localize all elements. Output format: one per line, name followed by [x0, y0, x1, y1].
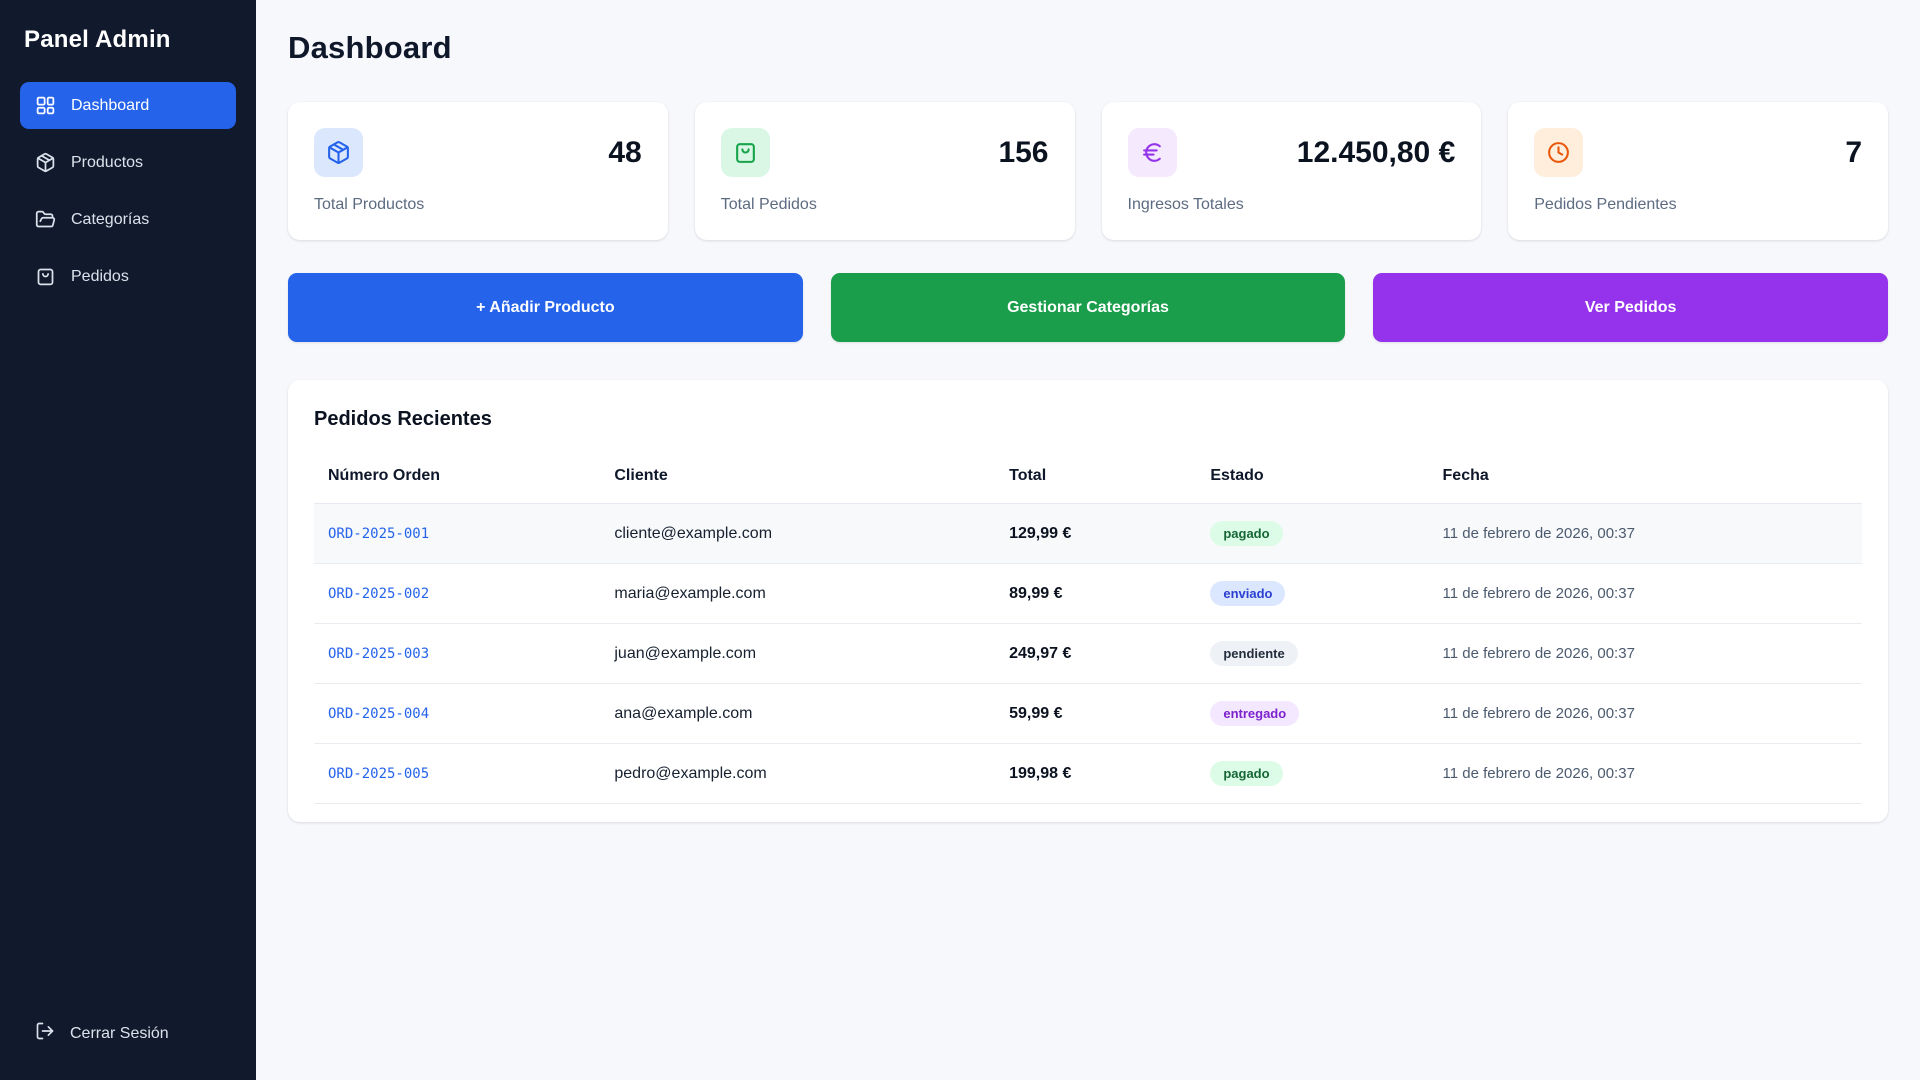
stat-card-top: 12.450,80 €: [1127, 128, 1456, 177]
order-total: 249,97 €: [995, 623, 1197, 684]
table-row[interactable]: ORD-2025-005 pedro@example.com 199,98 € pag…: [314, 743, 1862, 804]
order-status-cell: enviado: [1196, 563, 1429, 624]
sidebar-item-dashboard[interactable]: Dashboard: [20, 82, 236, 129]
orders-table-header: Número Orden Cliente Total Estado Fecha: [314, 453, 1862, 504]
euro-icon: [1127, 128, 1177, 177]
-anadir-producto-button[interactable]: + Añadir Producto: [288, 273, 803, 342]
order-status-cell: pendiente: [1196, 623, 1429, 684]
recent-orders-title: Pedidos Recientes: [314, 408, 492, 430]
main-content: Dashboard 48 Total Productos 156 Total Pedi…: [256, 0, 1920, 1080]
stat-card-top: 156: [720, 128, 1049, 177]
app-title: Panel Admin: [24, 26, 171, 53]
sidebar-item-label: Pedidos: [71, 267, 129, 285]
status-badge: pagado: [1210, 521, 1283, 546]
status-badge: pagado: [1210, 761, 1283, 786]
order-total: 89,99 €: [995, 563, 1197, 624]
order-total: 199,98 €: [995, 743, 1197, 804]
package-icon: [314, 128, 363, 177]
column-header-numero-orden: Número Orden: [314, 453, 601, 504]
logout-label: Cerrar Sesión: [70, 1024, 169, 1042]
client-email: maria@example.com: [600, 563, 996, 624]
stat-value: 7: [1845, 136, 1862, 169]
status-badge: entregado: [1210, 701, 1300, 726]
ver-pedidos-button[interactable]: Ver Pedidos: [1373, 273, 1888, 342]
stat-card-top: 48: [314, 128, 642, 177]
stat-label: Total Pedidos: [720, 196, 817, 213]
sidebar: Panel Admin Dashboard Productos Categorías…: [0, 0, 256, 1080]
order-number-link[interactable]: ORD-2025-002: [314, 563, 601, 624]
stat-value: 48: [608, 136, 642, 169]
gestionar-categorias-button[interactable]: Gestionar Categorías: [830, 273, 1346, 342]
clock-icon: [1534, 128, 1584, 177]
status-badge: enviado: [1210, 581, 1286, 606]
order-number-link[interactable]: ORD-2025-001: [314, 503, 601, 564]
order-total: 59,99 €: [995, 683, 1197, 744]
quick-actions: + Añadir Producto Gestionar Categorías Ver…: [288, 273, 1888, 342]
stat-card-top: 7: [1534, 128, 1862, 177]
stat-card-ingresos-totales: 12.450,80 € Ingresos Totales: [1101, 102, 1482, 240]
order-date: 11 de febrero de 2026, 00:37: [1428, 743, 1862, 804]
order-date: 11 de febrero de 2026, 00:37: [1428, 563, 1862, 624]
client-email: juan@example.com: [600, 623, 996, 684]
client-email: pedro@example.com: [600, 743, 996, 804]
shopping-bag-icon: [720, 128, 770, 177]
table-row[interactable]: ORD-2025-004 ana@example.com 59,99 € entreg…: [314, 683, 1862, 744]
stat-value: 12.450,80 €: [1296, 136, 1456, 169]
order-number-link[interactable]: ORD-2025-004: [314, 683, 601, 744]
sidebar-item-label: Productos: [71, 153, 144, 171]
status-badge: pendiente: [1210, 641, 1298, 666]
order-status-cell: pagado: [1196, 503, 1429, 564]
order-number-link[interactable]: ORD-2025-005: [314, 743, 601, 804]
shopping-bag-icon: [35, 266, 56, 287]
column-header-cliente: Cliente: [600, 453, 996, 504]
page-title: Dashboard: [288, 30, 452, 65]
logout-icon: [35, 1021, 55, 1046]
sidebar-item-categorias[interactable]: Categorías: [20, 196, 236, 243]
client-email: ana@example.com: [600, 683, 996, 744]
sidebar-item-label: Dashboard: [71, 96, 150, 114]
sidebar-item-label: Categorías: [71, 210, 150, 228]
dashboard-icon: [35, 95, 56, 116]
column-header-estado: Estado: [1196, 453, 1429, 504]
table-row[interactable]: ORD-2025-003 juan@example.com 249,97 € pend…: [314, 623, 1862, 684]
column-header-total: Total: [995, 453, 1197, 504]
stat-label: Pedidos Pendientes: [1534, 196, 1677, 213]
order-total: 129,99 €: [995, 503, 1197, 564]
orders-table: Número Orden Cliente Total Estado Fecha ORD-…: [314, 453, 1862, 804]
stats-row: 48 Total Productos 156 Total Pedidos 12.450,…: [288, 102, 1888, 240]
package-icon: [35, 152, 56, 173]
order-status-cell: pagado: [1196, 743, 1429, 804]
sidebar-nav: Dashboard Productos Categorías Pedidos: [20, 82, 236, 310]
sidebar-item-pedidos[interactable]: Pedidos: [20, 253, 236, 300]
order-date: 11 de febrero de 2026, 00:37: [1428, 683, 1862, 744]
logout-button[interactable]: Cerrar Sesión: [20, 1011, 236, 1056]
table-row[interactable]: ORD-2025-002 maria@example.com 89,99 € envi…: [314, 563, 1862, 624]
folder-open-icon: [35, 209, 56, 230]
column-header-fecha: Fecha: [1428, 453, 1862, 504]
stat-card-pedidos-pendientes: 7 Pedidos Pendientes: [1508, 102, 1888, 240]
stat-label: Ingresos Totales: [1127, 196, 1244, 213]
stat-label: Total Productos: [314, 196, 425, 213]
sidebar-item-productos[interactable]: Productos: [20, 139, 236, 186]
stat-card-total-pedidos: 156 Total Pedidos: [694, 102, 1075, 240]
order-number-link[interactable]: ORD-2025-003: [314, 623, 601, 684]
stat-card-total-productos: 48 Total Productos: [288, 102, 668, 240]
order-date: 11 de febrero de 2026, 00:37: [1428, 623, 1862, 684]
recent-orders-card: Pedidos Recientes Número Orden Cliente Tot…: [288, 380, 1888, 822]
order-status-cell: entregado: [1196, 683, 1429, 744]
stat-value: 156: [998, 136, 1049, 169]
client-email: cliente@example.com: [600, 503, 996, 564]
order-date: 11 de febrero de 2026, 00:37: [1428, 503, 1862, 564]
table-row[interactable]: ORD-2025-001 cliente@example.com 129,99 € p…: [314, 503, 1862, 564]
